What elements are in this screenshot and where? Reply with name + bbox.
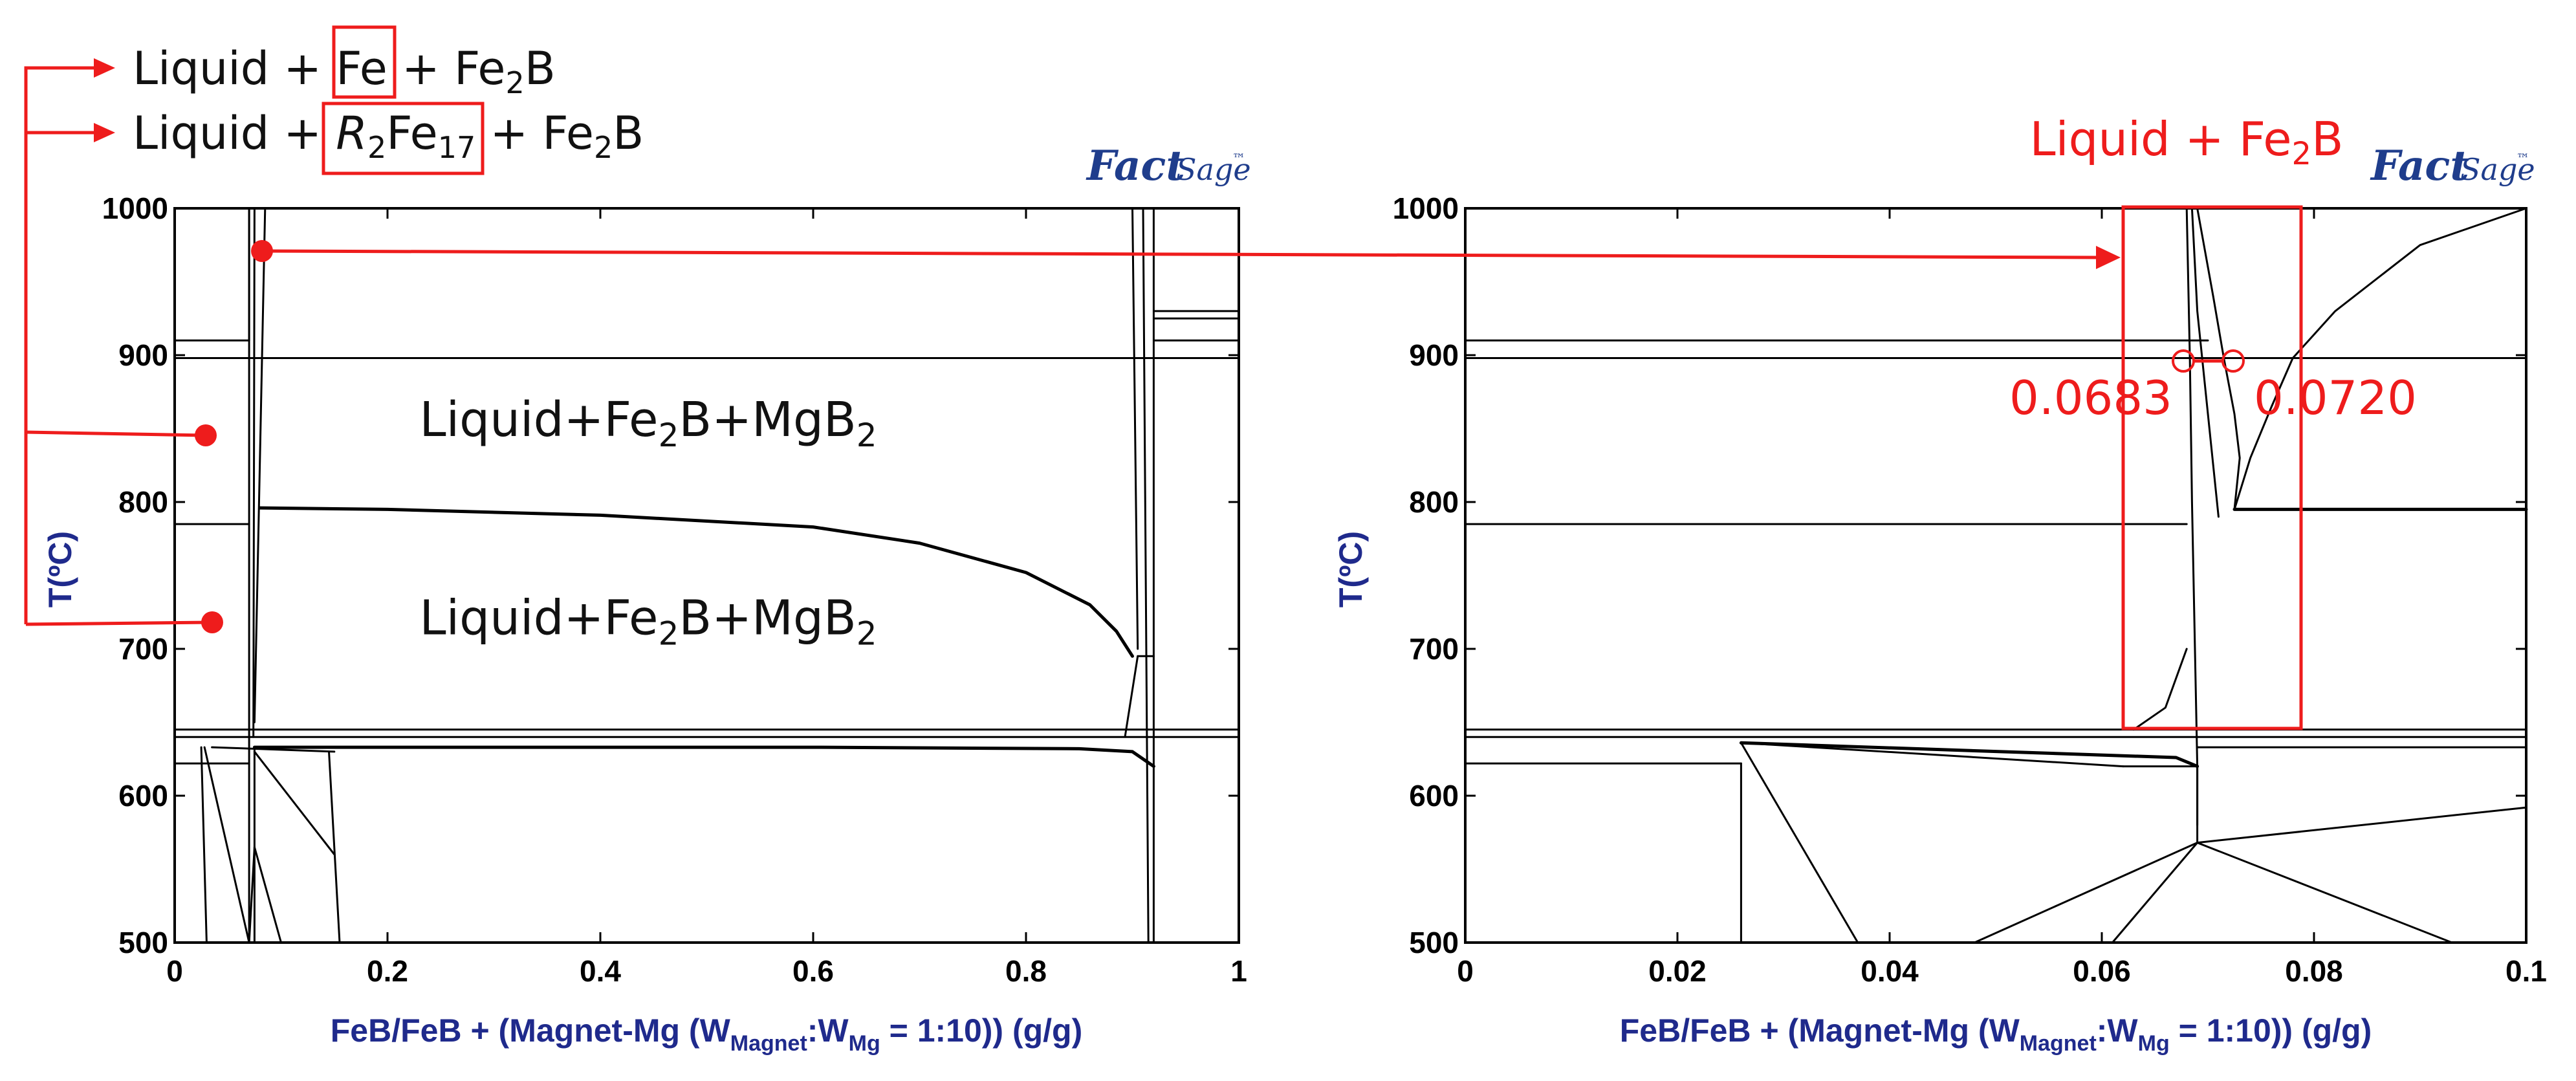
x-tick-label-2: 0.2	[367, 954, 408, 988]
y-tick-label-3: 700	[1409, 632, 1459, 666]
phase-boundary-thick-1	[258, 506, 1134, 658]
svg-text:Fact: Fact	[1086, 142, 1185, 190]
y-tick-label-6: 1000	[1393, 191, 1459, 225]
y-axis-label-2: T(ºC)	[1333, 531, 1369, 607]
x-tick-label-6: 1	[1230, 954, 1247, 988]
phase-boundary-line-22	[253, 846, 282, 944]
marker-dot-2	[201, 611, 223, 633]
phase-boundary-thick-2	[252, 745, 1155, 769]
phase-boundary-line-22	[2132, 648, 2188, 731]
svg-text:Fact: Fact	[2370, 142, 2469, 190]
phase-legend: Liquid + Fe + Fe2B Liquid + R2Fe17 + Fe2…	[133, 25, 644, 175]
phase-labels-1: Liquid+Fe2B+MgB2 Liquid+Fe2B+MgB2	[419, 392, 877, 652]
phase-boundary-line-24	[211, 746, 336, 753]
x-tick-label-5: 0.8	[1005, 954, 1047, 988]
x-tick-label-5: 0.08	[2285, 954, 2343, 988]
x-tick-label-1: 0	[166, 954, 183, 988]
phase-boundary-line-21	[2233, 207, 2527, 510]
phase-boundary-line-10	[253, 207, 267, 723]
legend-line-1: Liquid + Fe + Fe2B	[133, 42, 556, 100]
phase-boundary-line-12	[1142, 207, 1150, 944]
red-annotations: Liquid + Fe2B 0.0683 0.0720	[24, 58, 2417, 730]
x-tick-label-3: 0.04	[1861, 954, 1919, 988]
phase-boundary-line-20	[2196, 207, 2241, 510]
marker-dot-1	[195, 424, 217, 446]
phase-boundary-line-14	[2111, 842, 2199, 944]
x-tick-label-1: 0	[1457, 954, 1474, 988]
phase-boundary-line-18	[2185, 207, 2199, 768]
y-tick-label-6: 1000	[102, 191, 168, 225]
phase-boundary-thick-2	[1739, 741, 2199, 769]
phase-boundary-line-16	[2196, 842, 2453, 944]
chart-panel-2: 0 0.02 0.04 0.06 0.08 0.15006007008009001000 …	[1333, 142, 2547, 1056]
cross-panel-arrow-head	[2096, 246, 2121, 269]
highlight-region-right	[2121, 205, 2303, 730]
y-tick-label-5: 900	[118, 338, 168, 372]
annotation-value-right: 0.0720	[2254, 371, 2417, 425]
phase-boundary-line-17	[1973, 842, 2199, 944]
annotation-value-left: 0.0683	[2009, 371, 2172, 425]
x-tick-label-4: 0.06	[2073, 954, 2131, 988]
svg-text:Sage: Sage	[1176, 152, 1251, 187]
phase-boundary-line-18	[203, 746, 250, 944]
y-tick-label-3: 700	[118, 632, 168, 666]
phase-boundary-line-9	[252, 207, 256, 738]
factsage-logo-2: Fact Sage ™	[2370, 142, 2535, 190]
cross-panel-arrow	[261, 249, 2097, 259]
y-axis-label-1: T(ºC)	[42, 531, 78, 607]
y-tick-label-1: 500	[118, 926, 168, 959]
highlight-box-fe	[332, 25, 397, 99]
right-region-title: Liquid + Fe2B	[2030, 112, 2344, 172]
factsage-logo-1: Fact Sage ™	[1086, 142, 1251, 190]
x-tick-label-2: 0.02	[1648, 954, 1707, 988]
phase-boundary-line-25	[1124, 655, 1139, 738]
arrow-head-1	[94, 58, 115, 78]
bracket-upper	[24, 66, 94, 624]
svg-text:™: ™	[2516, 151, 2529, 166]
y-tick-label-5: 900	[1409, 338, 1459, 372]
legend-line-2: Liquid + R2Fe17 + Fe2B	[133, 107, 644, 165]
arrow-head-2	[94, 123, 115, 142]
phase-boundary-line-20	[253, 750, 336, 856]
connector-to-dot-2	[25, 620, 213, 626]
point-marker-right	[2221, 349, 2245, 373]
axes-2: 0 0.02 0.04 0.06 0.08 0.1 500 600 700 800 900 1000	[1393, 191, 2547, 988]
phase-boundary-line-23	[248, 846, 256, 944]
phase-boundary-line-11	[1131, 207, 1139, 650]
phase-region-label-1: Liquid+Fe2B+MgB2	[419, 392, 877, 454]
svg-text:Sage: Sage	[2460, 152, 2535, 187]
y-tick-label-4: 800	[118, 485, 168, 519]
phase-boundary-line-15	[2196, 806, 2527, 844]
plot-frame-2	[1464, 207, 2527, 944]
y-tick-label-1: 500	[1409, 926, 1459, 959]
plot-frame-1	[173, 207, 1240, 944]
phase-boundary-line-21	[328, 750, 341, 944]
chart-panel-1: 0 0.2 0.4 0.6 0.8 1 500 600 700 800 900 1000 FeB/Fe…	[42, 142, 1251, 1056]
phase-boundary-line-8	[1740, 741, 1859, 944]
connector-to-dot-1	[25, 430, 206, 437]
y-tick-label-2: 600	[118, 779, 168, 813]
phase-region-label-2: Liquid+Fe2B+MgB2	[419, 590, 877, 652]
phase-boundaries-1	[173, 207, 1240, 944]
y-tick-label-4: 800	[1409, 485, 1459, 519]
highlight-box-r2fe17	[322, 102, 485, 175]
x-tick-label-3: 0.4	[580, 954, 621, 988]
x-axis-label-2: FeB/FeB + (Magnet-Mg (WMagnet:WMg = 1:10…	[1620, 1012, 2372, 1056]
phase-boundary-line-9	[1740, 741, 2124, 768]
x-tick-label-4: 0.6	[792, 954, 834, 988]
x-axis-label-1: FeB/FeB + (Magnet-Mg (WMagnet:WMg = 1:10…	[331, 1012, 1083, 1056]
svg-text:™: ™	[1232, 151, 1245, 166]
axes-1: 0 0.2 0.4 0.6 0.8 1 500 600 700 800 900 1000	[102, 191, 1247, 988]
y-tick-label-2: 600	[1409, 779, 1459, 813]
phase-boundary-line-17	[200, 746, 208, 944]
phase-boundaries-2	[1464, 207, 2528, 944]
x-tick-label-6: 0.1	[2505, 954, 2547, 988]
